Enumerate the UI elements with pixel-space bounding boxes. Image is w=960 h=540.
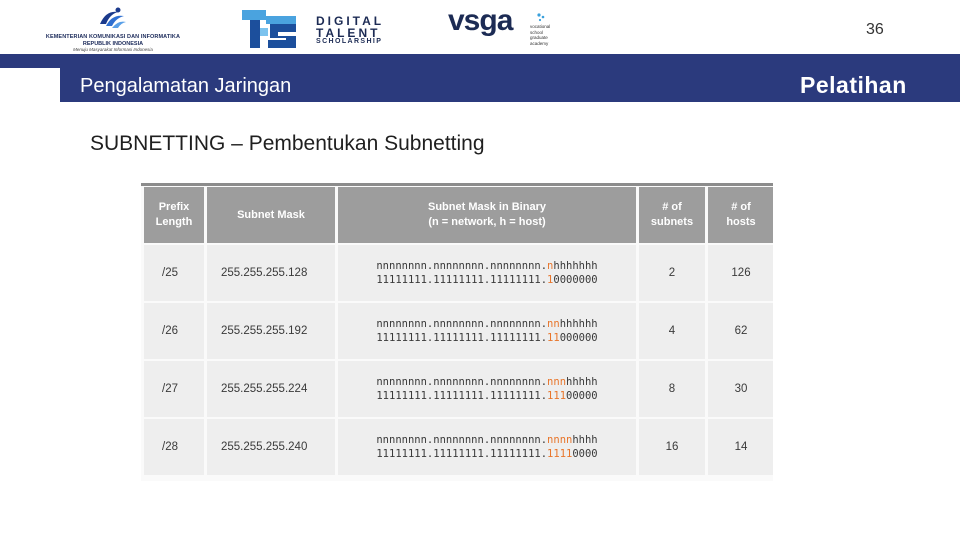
- header-prefix-length: Prefix Length: [144, 187, 204, 243]
- vsga-wordmark: vsga: [448, 4, 513, 37]
- table-top-rule: [141, 183, 773, 186]
- cell-binary: nnnnnnnn.nnnnnnnn.nnnnnnnn.nnnnhhhh 1111…: [338, 417, 636, 475]
- slide-subtitle: SUBNETTING – Pembentukan Subnetting: [90, 132, 485, 155]
- kominfo-name: KEMENTERIAN KOMUNIKASI DAN INFORMATIKA: [45, 34, 181, 40]
- dts-line-scholarship: SCHOLARSHIP: [316, 38, 383, 45]
- section-title: Pengalamatan Jaringan: [80, 75, 292, 97]
- cell-prefix: /25: [144, 243, 204, 301]
- page-number: 36: [866, 21, 884, 38]
- dts-line-digital: DIGITAL: [316, 14, 385, 28]
- kominfo-emblem-icon: [100, 7, 126, 28]
- cell-hosts: 30: [708, 359, 773, 417]
- header-num-subnets: # of subnets: [639, 187, 705, 243]
- cell-subnets: 2: [639, 243, 705, 301]
- vsga-logo: vsga vocational school graduate academy: [448, 4, 558, 52]
- cell-hosts: 126: [708, 243, 773, 301]
- dts-mark-icon: [242, 10, 296, 48]
- header-subnet-mask: Subnet Mask: [207, 187, 335, 243]
- subnet-table: Prefix Length Subnet Mask Subnet Mask in…: [141, 183, 773, 481]
- title-bar-notch: [0, 68, 60, 102]
- cell-binary: nnnnnnnn.nnnnnnnn.nnnnnnnn.nhhhhhhh 1111…: [338, 243, 636, 301]
- kominfo-logo: KEMENTERIAN KOMUNIKASI DAN INFORMATIKA R…: [38, 6, 188, 52]
- cell-hosts: 14: [708, 417, 773, 475]
- vsga-subtitle: vocational school graduate academy: [530, 24, 551, 46]
- course-label: Pelatihan: [800, 72, 907, 98]
- dts-line-talent: TALENT: [316, 26, 381, 40]
- cell-mask: 255.255.255.128: [207, 243, 335, 301]
- cell-subnets: 4: [639, 301, 705, 359]
- subnet-table-grid: Prefix Length Subnet Mask Subnet Mask in…: [141, 187, 773, 475]
- cell-prefix: /28: [144, 417, 204, 475]
- cell-mask: 255.255.255.224: [207, 359, 335, 417]
- kominfo-tagline: Menuju Masyarakat Informasi Indonesia: [73, 47, 153, 52]
- vsga-sparkle-icon: [537, 13, 545, 22]
- table-row: /28 255.255.255.240 nnnnnnnn.nnnnnnnn.nn…: [144, 417, 773, 475]
- table-header-row: Prefix Length Subnet Mask Subnet Mask in…: [144, 187, 773, 243]
- cell-hosts: 62: [708, 301, 773, 359]
- cell-binary: nnnnnnnn.nnnnnnnn.nnnnnnnn.nnhhhhhh 1111…: [338, 301, 636, 359]
- cell-subnets: 16: [639, 417, 705, 475]
- cell-mask: 255.255.255.192: [207, 301, 335, 359]
- cell-mask: 255.255.255.240: [207, 417, 335, 475]
- table-row: /25 255.255.255.128 nnnnnnnn.nnnnnnnn.nn…: [144, 243, 773, 301]
- cell-binary: nnnnnnnn.nnnnnnnn.nnnnnnnn.nnnhhhhh 1111…: [338, 359, 636, 417]
- cell-subnets: 8: [639, 359, 705, 417]
- table-row: /27 255.255.255.224 nnnnnnnn.nnnnnnnn.nn…: [144, 359, 773, 417]
- kominfo-country: REPUBLIK INDONESIA: [82, 41, 144, 47]
- title-bar: [60, 68, 960, 102]
- cell-prefix: /26: [144, 301, 204, 359]
- table-row: /26 255.255.255.192 nnnnnnnn.nnnnnnnn.nn…: [144, 301, 773, 359]
- cell-prefix: /27: [144, 359, 204, 417]
- title-bar-top-strip: [0, 54, 960, 68]
- header-num-hosts: # of hosts: [708, 187, 773, 243]
- header-subnet-mask-binary: Subnet Mask in Binary (n = network, h = …: [338, 187, 636, 243]
- digital-talent-logo: DIGITAL TALENT SCHOLARSHIP: [240, 8, 410, 50]
